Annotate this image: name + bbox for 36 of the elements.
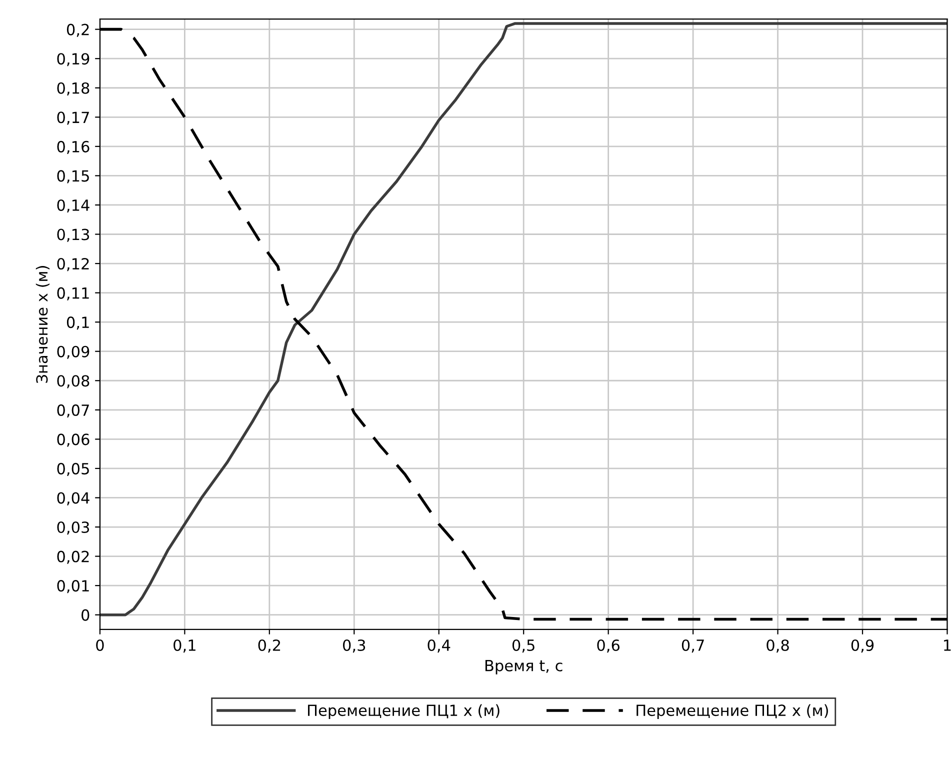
- y-tick-label: 0,02: [57, 550, 89, 564]
- y-tick-label: 0,16: [57, 140, 90, 154]
- y-tick-label: 0,14: [57, 199, 90, 213]
- x-tick-label: 0,3: [343, 639, 366, 653]
- y-tick-label: 0,05: [57, 462, 89, 476]
- y-tick-label: 0,01: [57, 580, 89, 594]
- y-tick-label: 0,1: [66, 316, 89, 330]
- y-tick-label: 0,15: [57, 170, 89, 184]
- y-axis-title: Значение x (м): [36, 266, 50, 383]
- y-tick-label: 0,17: [57, 112, 89, 125]
- y-tick-label: 0,04: [57, 492, 90, 506]
- y-tick-label: 0,09: [57, 346, 90, 359]
- x-tick-label: 0,5: [512, 639, 534, 653]
- y-tick-label: 0,11: [57, 287, 89, 300]
- y-tick-label: 0,13: [57, 228, 90, 242]
- legend-label: Перемещение ПЦ2 x (м): [636, 704, 828, 720]
- x-tick-label: 0,9: [851, 639, 874, 653]
- y-tick-label: 0,08: [57, 375, 90, 388]
- x-tick-label: 0,6: [597, 639, 620, 653]
- x-tick-label: 0,7: [682, 639, 704, 653]
- x-tick-label: 1: [944, 640, 951, 651]
- legend-label: Перемещение ПЦ1 x (м): [308, 704, 500, 720]
- y-tick-label: 0,07: [57, 404, 89, 418]
- y-tick-label: 0,2: [66, 24, 89, 37]
- x-tick-label: 0: [96, 639, 104, 652]
- y-tick-label: 0,06: [57, 434, 90, 447]
- x-tick-label: 0,1: [174, 639, 196, 653]
- x-axis-title: Время t, c: [485, 660, 562, 674]
- y-tick-label: 0,18: [57, 82, 90, 96]
- x-tick-label: 0,2: [258, 639, 280, 653]
- x-tick-label: 0,4: [428, 639, 450, 653]
- y-tick-label: 0,12: [57, 258, 89, 272]
- y-tick-label: 0,03: [57, 521, 90, 535]
- y-tick-label: 0,19: [57, 53, 90, 66]
- x-tick-label: 0,8: [766, 639, 789, 653]
- y-tick-label: 0: [82, 609, 90, 621]
